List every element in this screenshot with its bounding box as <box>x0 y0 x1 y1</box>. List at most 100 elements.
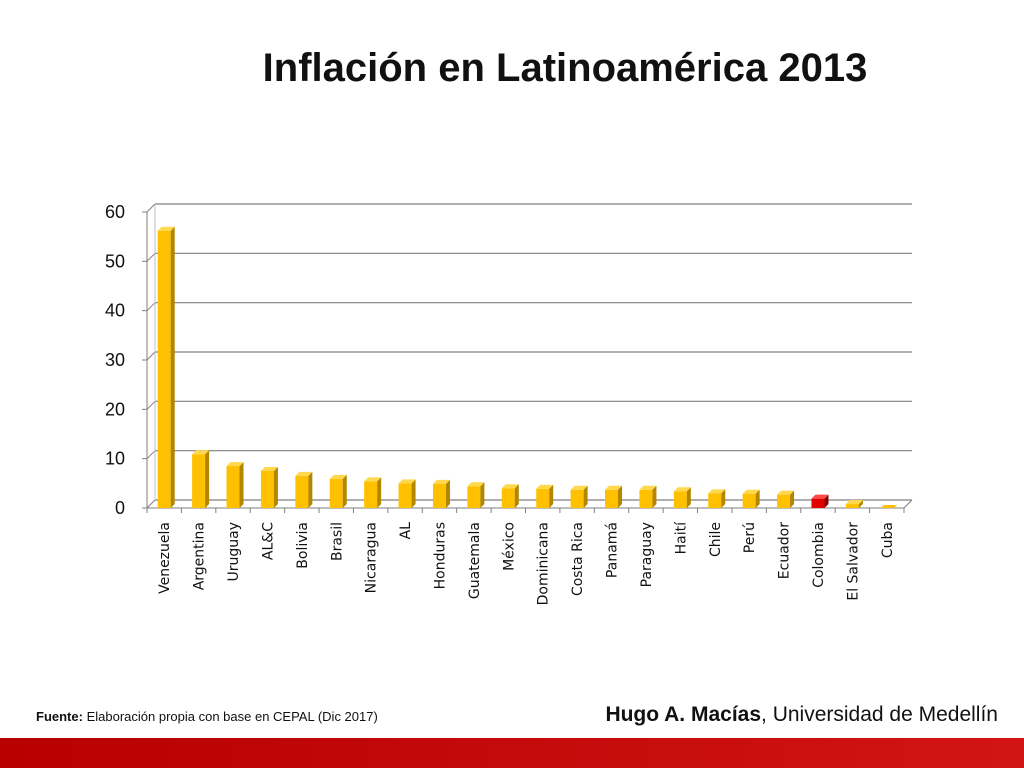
bar-top <box>501 484 519 489</box>
bar-top <box>845 500 863 505</box>
x-category-label: Chile <box>708 522 724 557</box>
bar-top <box>777 490 795 495</box>
bar-side <box>273 467 278 508</box>
bar-side <box>411 479 416 508</box>
bar-chart: 0 10 20 30 40 50 60 Venezuela Argentina Uruguay AL… <box>105 202 913 605</box>
x-category-label: México <box>501 522 517 571</box>
x-category-label: Panamá <box>605 522 621 578</box>
y-tick-label: 50 <box>105 251 125 271</box>
x-category-label: El Salvador <box>845 522 861 601</box>
slide-title: Inflación en Latinoamérica 2013 <box>262 46 868 90</box>
bar-top <box>570 485 588 490</box>
bar <box>673 491 687 508</box>
bar <box>880 505 898 508</box>
bar-top <box>536 484 554 489</box>
bar <box>777 494 791 508</box>
author-name: Hugo A. Macías <box>605 703 762 726</box>
bar-side <box>652 485 657 508</box>
gridline-depth <box>146 400 156 410</box>
y-tick-label: 20 <box>105 399 125 419</box>
bar <box>226 466 240 508</box>
gridline-depth <box>146 302 156 312</box>
bar-top <box>398 479 416 484</box>
gridline-depth <box>146 351 156 361</box>
bar-side <box>549 484 554 508</box>
bar-side <box>721 489 726 508</box>
floor-corner <box>903 499 913 509</box>
bar-side <box>170 226 175 508</box>
x-category-label: Bolivia <box>295 522 311 569</box>
bar-side <box>824 494 829 508</box>
bar-side <box>790 490 795 508</box>
y-tick-label: 0 <box>115 498 125 518</box>
bar-top <box>260 467 278 471</box>
gridline-depth <box>146 203 156 213</box>
x-category-label: Dominicana <box>536 522 552 605</box>
bar <box>364 481 378 508</box>
bar-side <box>618 485 623 508</box>
y-tick-label: 10 <box>105 449 125 469</box>
gridline-depth <box>146 499 156 509</box>
source-text: Elaboración propia con base en CEPAL (Di… <box>86 709 378 724</box>
gridline-depth <box>146 252 156 262</box>
bar-top <box>329 474 347 479</box>
author-credit: Hugo A. Macías, Universidad de Medellín <box>605 703 998 727</box>
bar <box>811 498 825 508</box>
x-category-label: Argentina <box>192 522 208 590</box>
bar <box>260 471 274 508</box>
bar-side <box>583 485 588 508</box>
bar-top <box>157 226 175 231</box>
source-label: Fuente: <box>36 709 83 724</box>
bar-side <box>239 462 244 508</box>
x-category-label: Venezuela <box>157 522 173 594</box>
bar-top <box>673 487 691 492</box>
bar-top <box>192 450 210 455</box>
bar <box>605 489 619 508</box>
bar-top <box>364 477 382 482</box>
y-tick-label: 40 <box>105 301 125 321</box>
bar <box>329 478 343 508</box>
bar <box>295 475 309 508</box>
bar <box>708 493 722 508</box>
bar-top <box>295 471 313 476</box>
bar <box>501 488 515 508</box>
x-category-label: Cuba <box>880 522 896 558</box>
x-category-label: Guatemala <box>467 522 483 599</box>
bar <box>742 493 756 508</box>
bar-top <box>742 489 760 494</box>
bar-side <box>686 487 691 508</box>
x-category-label: Paraguay <box>639 522 655 587</box>
bar-top <box>605 485 623 490</box>
bar <box>536 488 550 508</box>
author-affiliation: , Universidad de Medellín <box>761 703 998 726</box>
x-category-label: Nicaragua <box>364 522 380 593</box>
bar <box>432 483 446 508</box>
x-category-label: AL <box>398 522 414 540</box>
x-category-label: Uruguay <box>226 522 242 582</box>
x-category-label: Colombia <box>811 522 827 588</box>
bar-top <box>432 479 450 484</box>
bar <box>570 489 584 508</box>
bar <box>192 454 206 508</box>
bar-top <box>708 489 726 494</box>
x-category-label: Ecuador <box>777 522 793 579</box>
y-tick-label: 30 <box>105 350 125 370</box>
bar <box>467 486 481 508</box>
bar-side <box>205 450 210 508</box>
bar-side <box>858 500 863 508</box>
bar-top <box>811 494 829 499</box>
bar-side <box>445 479 450 508</box>
bar-top <box>639 485 657 490</box>
x-category-label: Honduras <box>432 522 448 589</box>
x-category-label: Costa Rica <box>570 522 586 596</box>
bar-side <box>342 474 347 508</box>
bar-top <box>226 462 244 467</box>
source-note: Fuente: Elaboración propia con base en C… <box>36 709 378 724</box>
x-category-label: AL&C <box>260 522 276 560</box>
x-category-label: Haití <box>673 521 689 554</box>
bar-side <box>377 477 382 508</box>
bar-side <box>480 482 485 508</box>
bar-top <box>467 482 485 487</box>
gridline-depth <box>146 450 156 460</box>
